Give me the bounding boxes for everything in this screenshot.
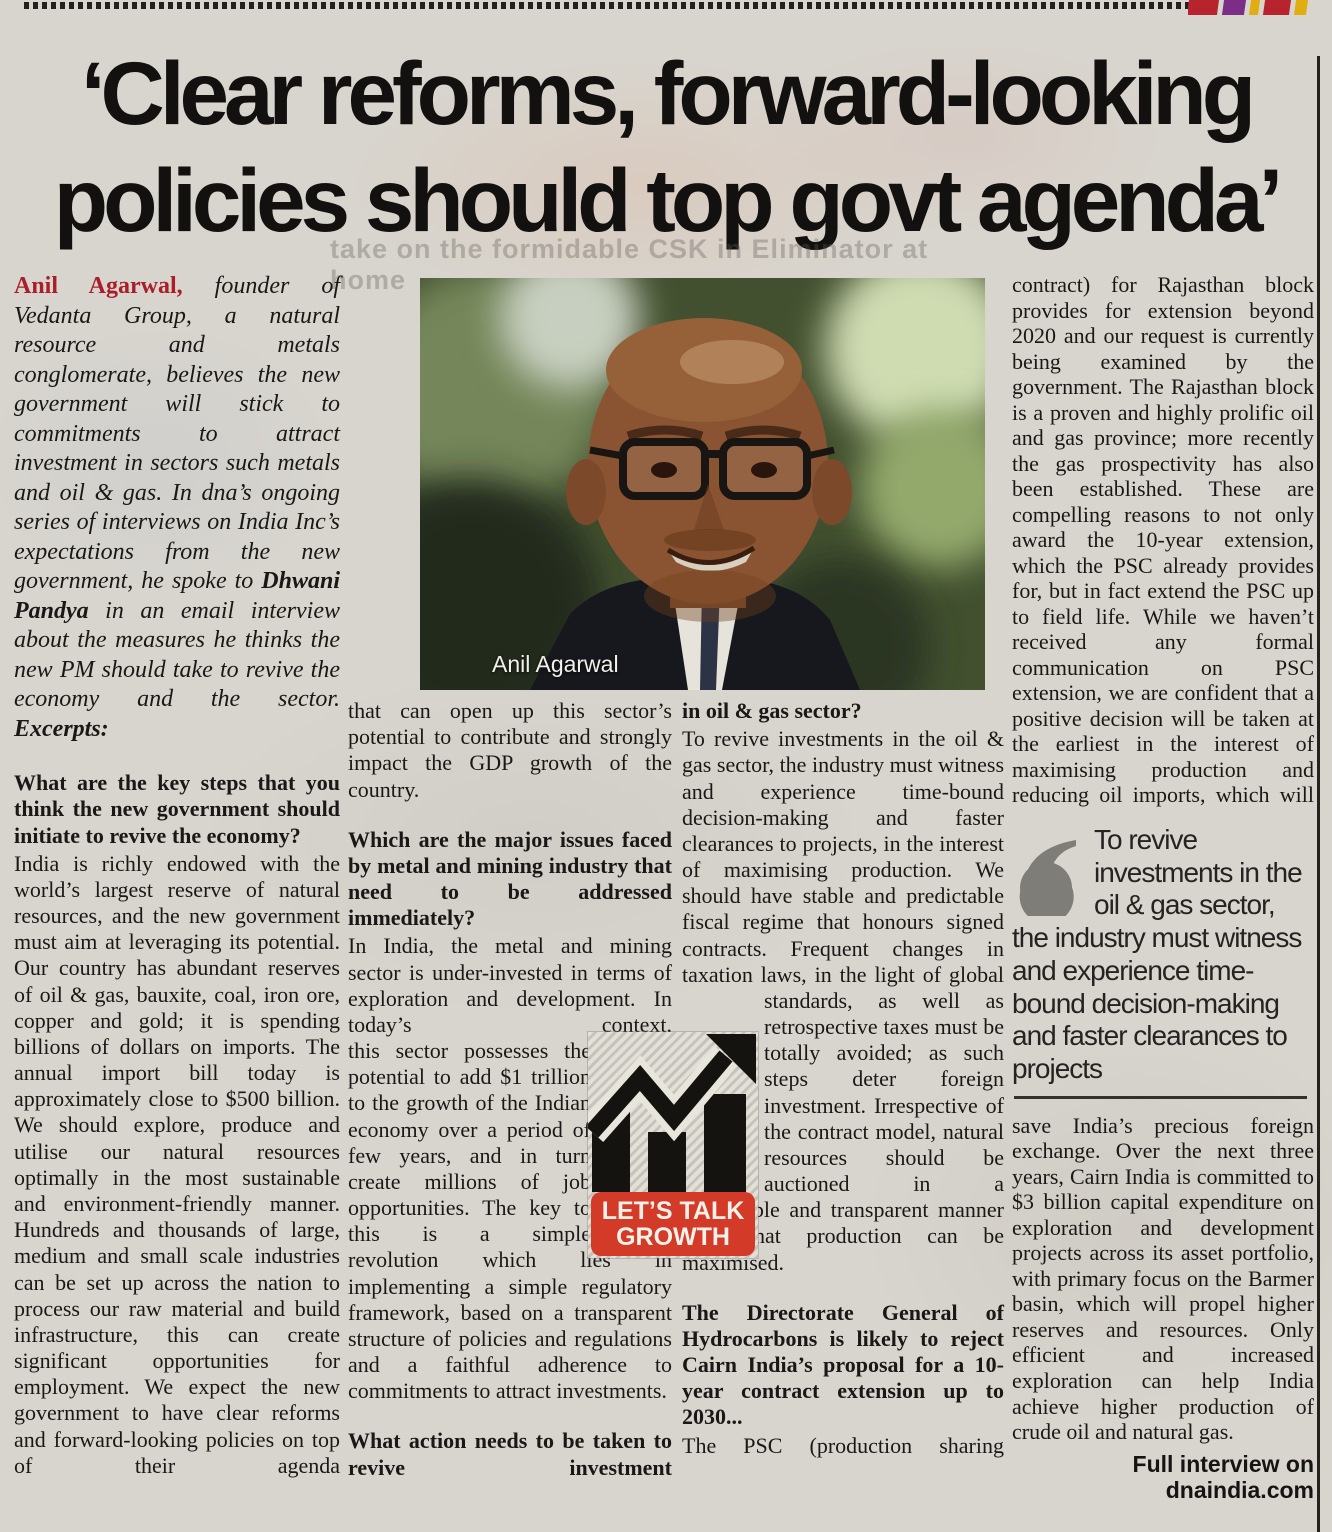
question-2: Which are the major issues faced by meta… — [348, 826, 672, 931]
fragment-yellow-block-2 — [1293, 0, 1309, 15]
headline-line-2: policies should top govt agenda’ — [53, 149, 1284, 250]
badge-line-2: GROWTH — [616, 1223, 730, 1251]
photo-caption: Anil Agarwal — [492, 651, 619, 677]
growth-badge-banner: LET’S TALK GROWTH — [591, 1192, 755, 1256]
lead-in-name: Anil Agarwal, — [14, 273, 183, 299]
fragment-yellow-block — [1248, 0, 1261, 15]
question-4: The Directorate General of Hydrocarbons … — [682, 1299, 1004, 1430]
badge-line-1: LET’S TALK — [601, 1196, 745, 1225]
question-3-continued: in oil & gas sector? — [682, 698, 862, 723]
column-2: that can open up this sector’s potential… — [348, 272, 672, 1483]
question-1: What are the key steps that you think th… — [14, 770, 340, 848]
answer-2-part-2: this sector possesses the potential to a… — [348, 1038, 591, 1247]
column-4: contract) for Rajasthan block provides f… — [1012, 272, 1314, 1504]
intro-paragraph: Anil Agarwal, founder of Vedanta Group, … — [14, 272, 340, 744]
print-bleed-ghost-text: take on the formidable CSK in Eliminator… — [330, 234, 929, 295]
intro-text-2: in an email interview about the measures… — [14, 597, 340, 713]
right-column-rule — [1317, 56, 1320, 1532]
footer-link-text: Full interview on dnaindia.com — [1132, 1450, 1314, 1504]
col2-paragraph-1: that can open up this sector’s potential… — [348, 698, 672, 802]
quote-mark-icon — [1012, 830, 1084, 924]
top-dashed-border — [24, 2, 1202, 9]
fragment-red-block — [1188, 0, 1220, 15]
answer-2-part-3: revolution which lies in implementing a … — [348, 1247, 672, 1404]
question-3: What action needs to be taken to revive … — [348, 1428, 672, 1480]
intro-text-1: founder of Vedanta Group, a natural reso… — [14, 273, 340, 595]
column-intro: Anil Agarwal, founder of Vedanta Group, … — [14, 272, 340, 1479]
excerpts-label: Excerpts: — [14, 715, 109, 742]
answer-3-part-2: standards, as well as retrospective taxe… — [764, 987, 1004, 1197]
headline-line-1: ‘Clear reforms, forward-looking — [80, 43, 1256, 143]
adjacent-page-fragment — [1188, 0, 1328, 15]
answer-3-part-1: To revive investments in the oil & gas s… — [682, 726, 1004, 987]
article-headline: ‘Clear reforms, forward-looking policies… — [10, 40, 1322, 254]
pull-quote-rule — [1014, 1095, 1307, 1099]
fragment-red-block-2 — [1262, 0, 1292, 15]
answer-2-part-1: In India, the metal and mining sector is… — [348, 933, 672, 1037]
col4-paragraph-2: save India’s precious foreign exchange. … — [1012, 1112, 1314, 1445]
col4-paragraph-1: contract) for Rajasthan block provides f… — [1012, 272, 1314, 808]
interviewer-name: Dhwani Pandya — [14, 568, 340, 624]
column-3: in oil & gas sector? To revive investmen… — [682, 272, 1004, 1459]
pull-quote-text: To revive investments in the oil & gas s… — [1012, 823, 1303, 1085]
growth-chart-icon — [580, 1034, 756, 1192]
fragment-purple-block — [1221, 0, 1247, 15]
photo-anil-agarwal: Anil Agarwal — [420, 278, 985, 690]
lets-talk-growth-badge: LET’S TALK GROWTH — [580, 1032, 758, 1258]
photo-illustration — [420, 278, 985, 690]
answer-4-start: The PSC (production sharing — [682, 1432, 1004, 1458]
answer-1: India is richly endowed with the world’s… — [14, 850, 340, 1478]
pull-quote: To revive investments in the oil & gas s… — [1012, 824, 1314, 1086]
